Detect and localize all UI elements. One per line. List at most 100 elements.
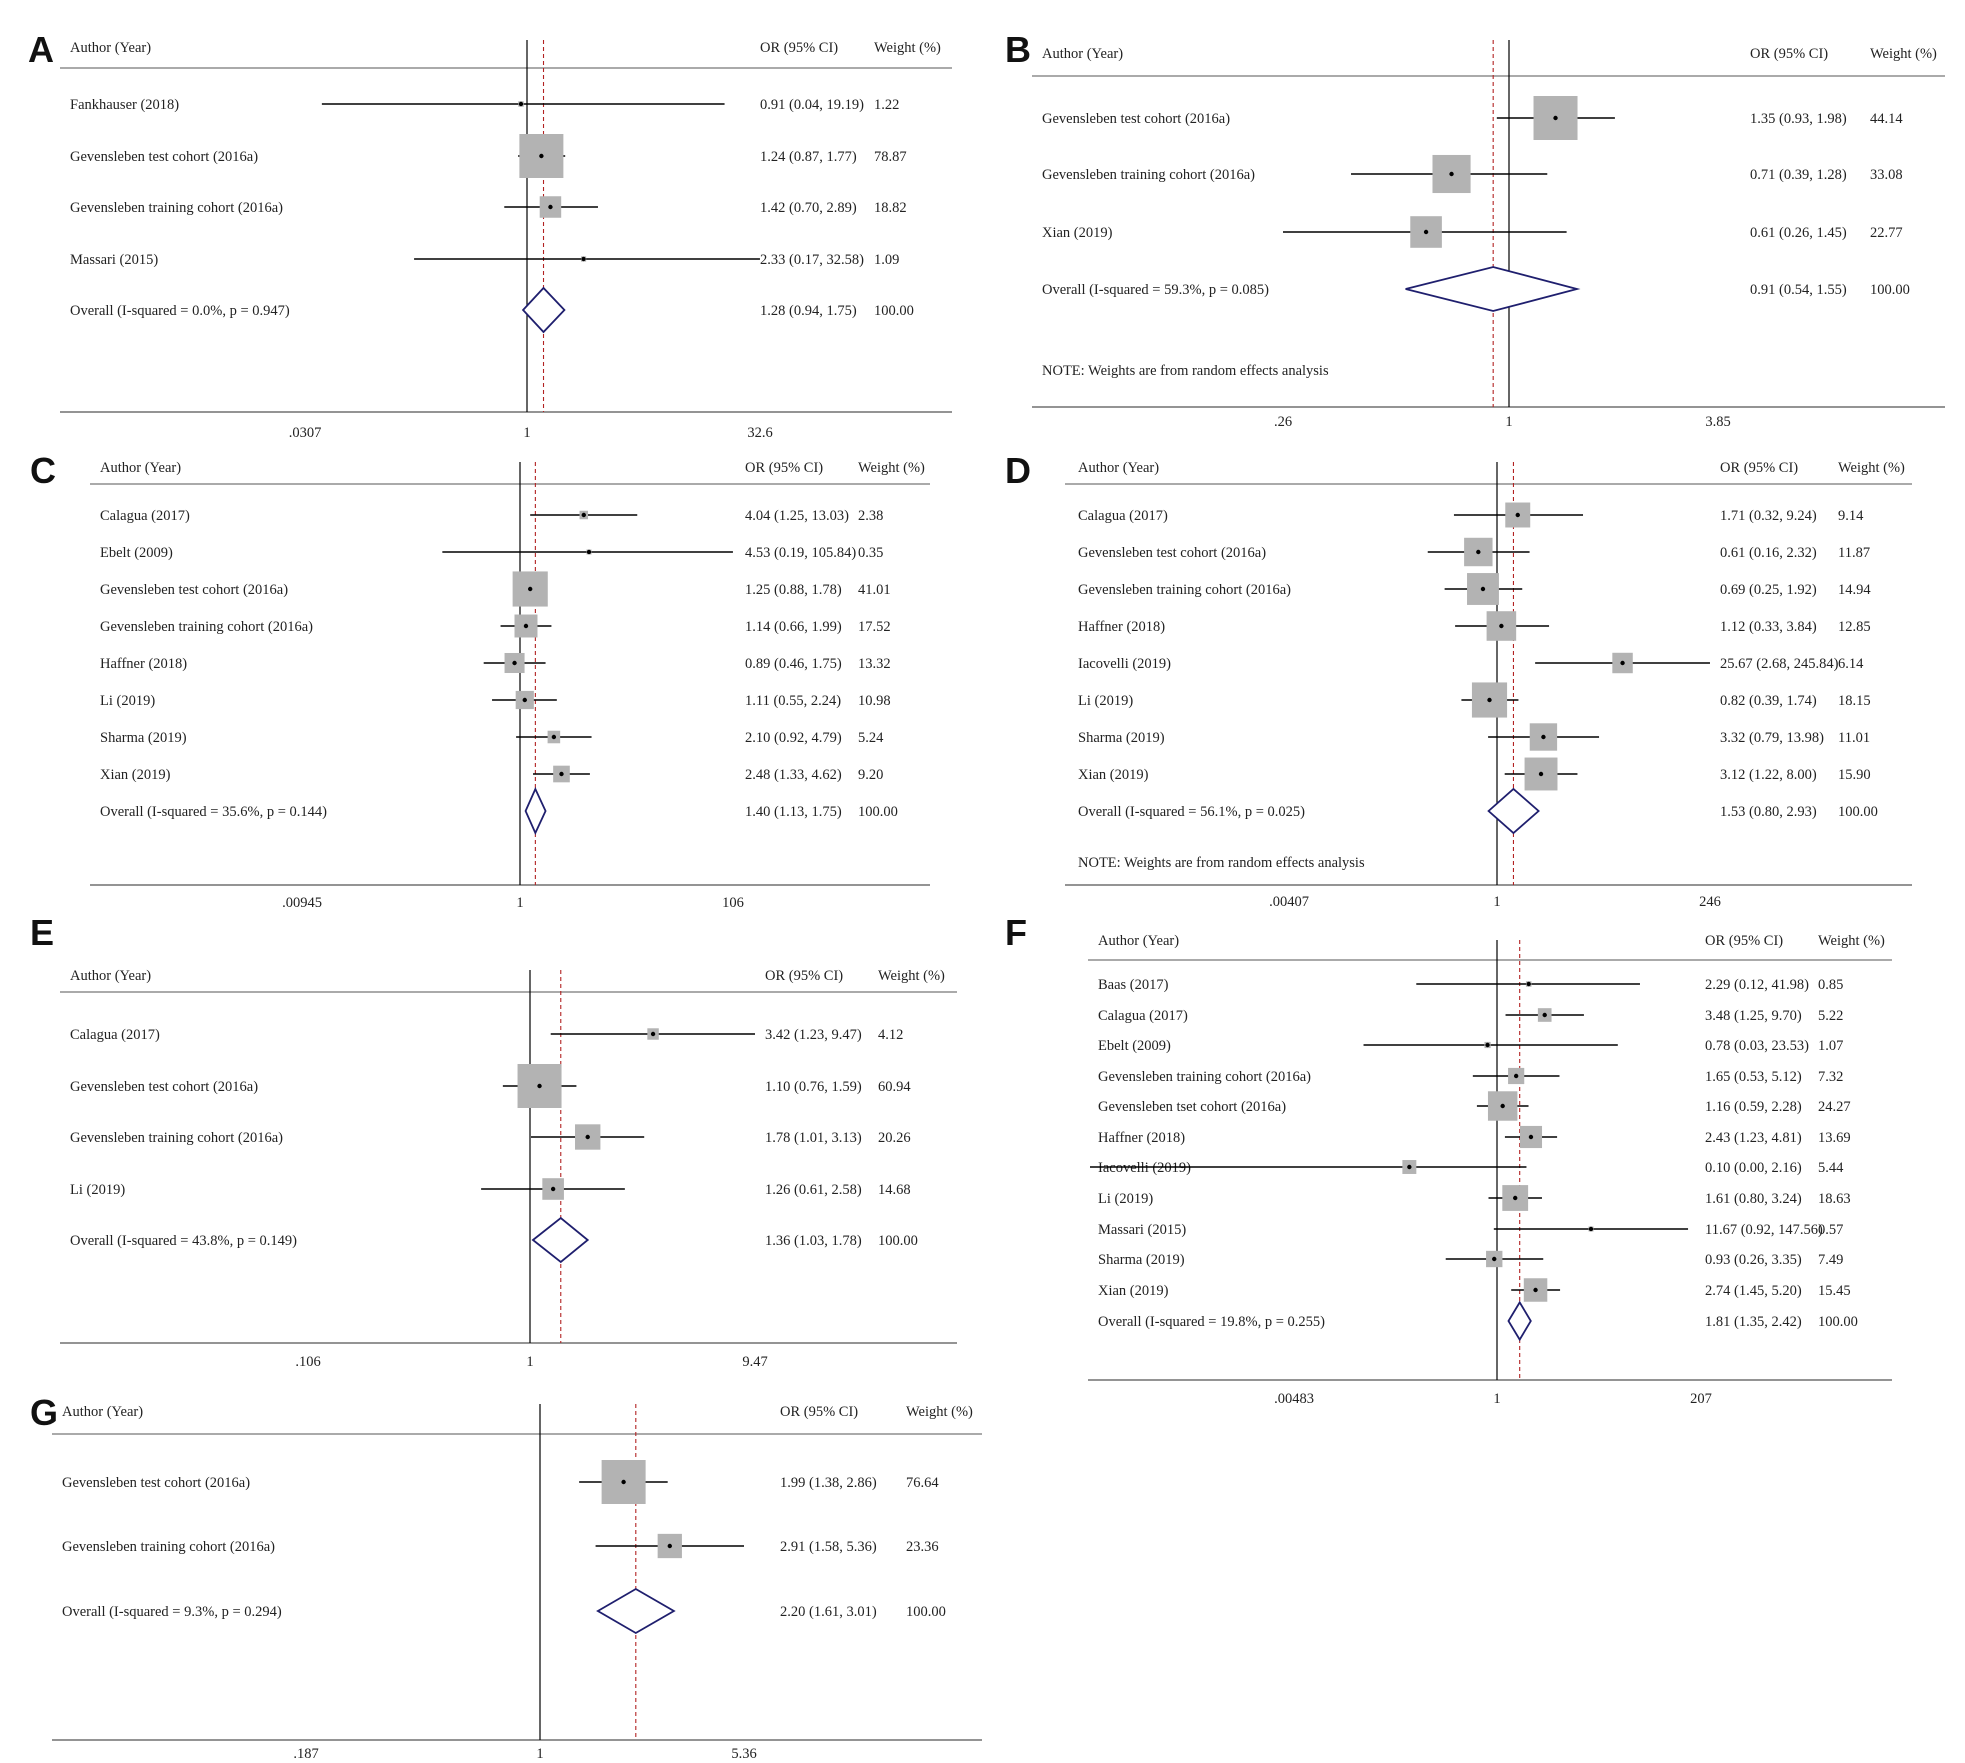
study-label: Iacovelli (2019) [1098, 1160, 1191, 1176]
column-header-weight: Weight (%) [874, 40, 941, 56]
overall-weight: 100.00 [1838, 804, 1878, 820]
study-row: Sharma (2019) 3.32 (0.79, 13.98) 11.01 [1078, 723, 1870, 751]
overall-or-ci: 2.20 (1.61, 3.01) [780, 1604, 877, 1620]
study-label: Massari (2015) [70, 252, 158, 268]
study-weight: 15.45 [1818, 1283, 1851, 1299]
study-weight: 76.64 [906, 1475, 939, 1491]
overall-weight: 100.00 [878, 1233, 918, 1249]
point-estimate [1553, 115, 1558, 121]
column-header-author: Author (Year) [1098, 933, 1179, 949]
x-tick-label: 207 [1690, 1391, 1712, 1407]
point-estimate [1423, 229, 1429, 235]
column-header-weight: Weight (%) [906, 1404, 973, 1420]
x-tick-label: .00945 [282, 895, 322, 911]
column-header-or-ci: OR (95% CI) [1750, 46, 1828, 62]
study-or-ci: 1.99 (1.38, 2.86) [780, 1475, 877, 1491]
x-tick-label: .00483 [1274, 1391, 1314, 1407]
column-header-author: Author (Year) [100, 460, 181, 476]
forest-panel-c: C Author (Year) OR (95% CI) Weight (%) .0094… [30, 450, 930, 911]
column-header-weight: Weight (%) [1818, 933, 1885, 949]
study-row: Gevensleben test cohort (2016a) 1.25 (0.8… [100, 571, 891, 607]
study-label: Li (2019) [1098, 1191, 1153, 1207]
study-label: Calagua (2017) [1098, 1008, 1188, 1024]
study-weight: 60.94 [878, 1079, 911, 1095]
panel-letter: C [30, 450, 56, 491]
study-weight: 0.57 [1818, 1222, 1843, 1238]
study-row: Calagua (2017) 4.04 (1.25, 13.03) 2.38 [100, 508, 883, 524]
study-or-ci: 0.93 (0.26, 3.35) [1705, 1252, 1802, 1268]
x-tick-label: 1 [523, 425, 530, 441]
x-tick-label: 1 [1493, 1391, 1500, 1407]
column-header-or-ci: OR (95% CI) [745, 460, 823, 476]
study-row: Ebelt (2009) 0.78 (0.03, 23.53) 1.07 [1098, 1038, 1843, 1054]
study-label: Gevensleben training cohort (2016a) [1098, 1069, 1311, 1085]
x-tick-label: 1 [1493, 894, 1500, 910]
study-or-ci: 1.25 (0.88, 1.78) [745, 582, 842, 598]
study-weight: 20.26 [878, 1130, 911, 1146]
point-estimate [518, 101, 524, 107]
panel-letter: B [1005, 29, 1031, 70]
point-estimate [585, 1134, 590, 1140]
study-row: Gevensleben training cohort (2016a) 2.91 … [62, 1533, 939, 1559]
study-row: Gevensleben training cohort (2016a) 1.14 … [100, 614, 891, 638]
study-or-ci: 0.61 (0.26, 1.45) [1750, 225, 1847, 241]
x-tick-label: 1 [1505, 414, 1512, 430]
point-estimate [559, 771, 564, 777]
column-header-author: Author (Year) [1078, 460, 1159, 476]
study-or-ci: 2.33 (0.17, 32.58) [760, 252, 864, 268]
study-label: Calagua (2017) [70, 1027, 160, 1043]
overall-or-ci: 1.81 (1.35, 2.42) [1705, 1314, 1802, 1330]
overall-diamond [1507, 1300, 1532, 1342]
study-weight: 7.49 [1818, 1252, 1843, 1268]
study-or-ci: 2.91 (1.58, 5.36) [780, 1539, 877, 1555]
study-or-ci: 0.82 (0.39, 1.74) [1720, 693, 1817, 709]
study-or-ci: 0.78 (0.03, 23.53) [1705, 1038, 1809, 1054]
weights-note: NOTE: Weights are from random effects an… [1042, 363, 1329, 379]
study-row: Haffner (2018) 1.12 (0.33, 3.84) 12.85 [1078, 611, 1871, 641]
x-tick-label: 1 [516, 895, 523, 911]
overall-label: Overall (I-squared = 35.6%, p = 0.144) [100, 804, 327, 820]
point-estimate [1500, 1103, 1505, 1109]
study-label: Ebelt (2009) [1098, 1038, 1171, 1054]
study-row: Sharma (2019) 0.93 (0.26, 3.35) 7.49 [1098, 1250, 1843, 1268]
overall-or-ci: 1.40 (1.13, 1.75) [745, 804, 842, 820]
study-or-ci: 1.24 (0.87, 1.77) [760, 149, 857, 165]
study-weight: 18.82 [874, 200, 907, 216]
study-row: Calagua (2017) 1.71 (0.32, 9.24) 9.14 [1078, 502, 1864, 528]
study-label: Li (2019) [100, 693, 155, 709]
study-row: Massari (2015) 11.67 (0.92, 147.56)0.57 [1098, 1222, 1843, 1238]
study-label: Calagua (2017) [100, 508, 190, 524]
panel-letter: G [30, 1392, 58, 1433]
column-header-or-ci: OR (95% CI) [780, 1404, 858, 1420]
study-label: Xian (2019) [100, 767, 171, 783]
overall-row: Overall (I-squared = 0.0%, p = 0.947) 1.2… [70, 286, 914, 334]
study-weight: 9.20 [858, 767, 883, 783]
study-weight: 7.32 [1818, 1069, 1843, 1085]
column-header-weight: Weight (%) [858, 460, 925, 476]
study-or-ci: 2.29 (0.12, 41.98) [1705, 977, 1809, 993]
column-header-weight: Weight (%) [878, 968, 945, 984]
study-or-ci: 0.10 (0.00, 2.16) [1705, 1160, 1802, 1176]
panel-letter: E [30, 912, 54, 953]
overall-or-ci: 1.53 (0.80, 2.93) [1720, 804, 1817, 820]
study-label: Sharma (2019) [100, 730, 187, 746]
study-row: Xian (2019) 2.48 (1.33, 4.62) 9.20 [100, 765, 883, 783]
x-tick-label: 32.6 [747, 425, 772, 441]
point-estimate [1538, 771, 1544, 777]
study-or-ci: 3.12 (1.22, 8.00) [1720, 767, 1817, 783]
study-label: Gevensleben test cohort (2016a) [70, 1079, 258, 1095]
study-weight: 12.85 [1838, 619, 1871, 635]
study-label: Iacovelli (2019) [1078, 656, 1171, 672]
point-estimate [1407, 1164, 1412, 1170]
study-weight: 23.36 [906, 1539, 939, 1555]
study-row: Gevensleben test cohort (2016a) 1.10 (0.7… [70, 1064, 911, 1108]
point-estimate [1541, 734, 1546, 740]
study-or-ci: 2.48 (1.33, 4.62) [745, 767, 842, 783]
point-estimate [667, 1543, 672, 1549]
study-label: Baas (2017) [1098, 977, 1169, 993]
study-or-ci: 4.04 (1.25, 13.03) [745, 508, 849, 524]
study-row: Ebelt (2009) 4.53 (0.19, 105.84) 0.35 [100, 545, 883, 561]
study-weight: 15.90 [1838, 767, 1871, 783]
study-weight: 14.94 [1838, 582, 1871, 598]
